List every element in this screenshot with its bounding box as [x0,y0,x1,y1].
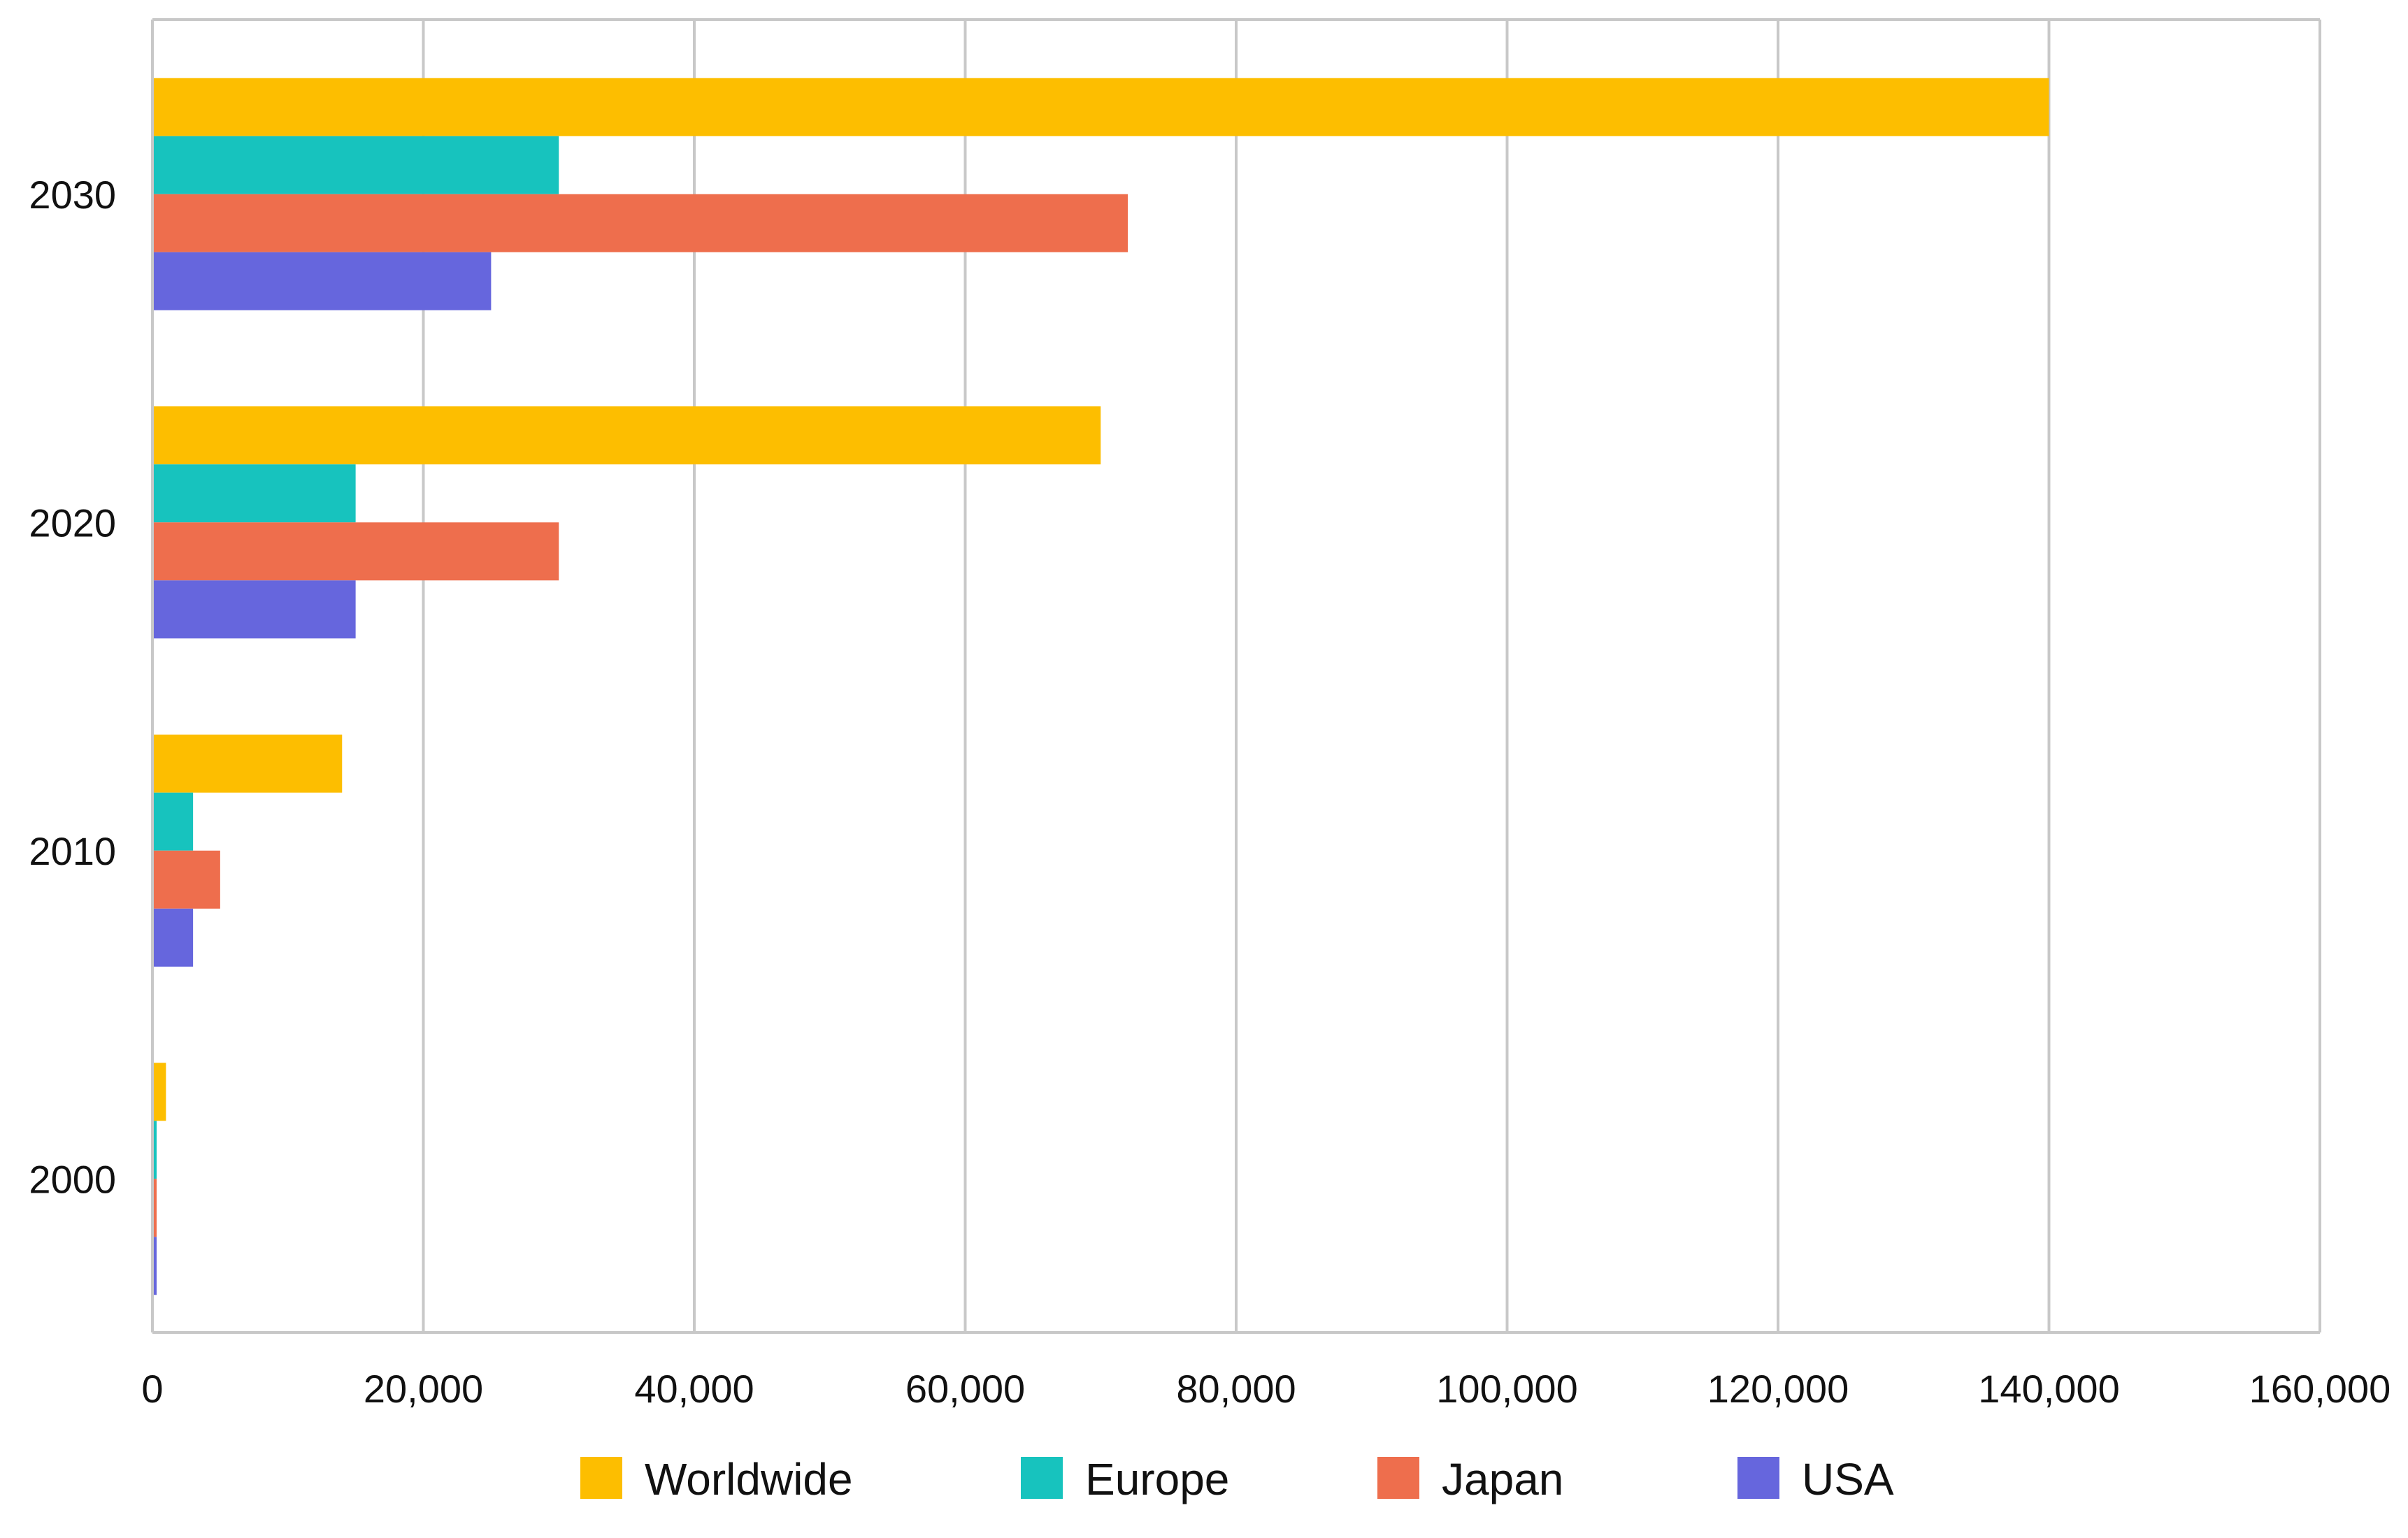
x-tick-label: 100,000 [1436,1367,1577,1411]
legend-swatch-usa [1737,1457,1779,1499]
y-axis-tick-labels: 2000 2010 2020 2030 [29,173,116,1202]
legend-swatch-japan [1377,1457,1419,1499]
legend: Worldwide Europe Japan USA [580,1454,1894,1504]
legend-label-europe: Europe [1085,1454,1229,1504]
bar-worldwide-2000 [152,1063,166,1121]
bar-europe-2010 [152,792,194,851]
x-tick-label: 120,000 [1707,1367,1849,1411]
legend-swatch-worldwide [580,1457,622,1499]
bars [152,78,2049,1295]
y-tick-label-2010: 2010 [29,829,116,873]
y-tick-label-2000: 2000 [29,1157,116,1201]
bar-europe-2030 [152,136,559,194]
bar-usa-2020 [152,580,356,639]
bar-japan-2030 [152,194,1128,252]
x-tick-label: 80,000 [1176,1367,1296,1411]
legend-swatch-europe [1021,1457,1063,1499]
bar-japan-2020 [152,522,559,581]
bar-worldwide-2010 [152,734,343,793]
bar-worldwide-2020 [152,406,1101,465]
bar-usa-2000 [152,1237,157,1295]
bar-usa-2030 [152,252,492,310]
legend-label-worldwide: Worldwide [645,1454,853,1504]
x-tick-label: 20,000 [364,1367,483,1411]
x-axis-tick-labels: 0 20,000 40,000 60,000 80,000 100,000 120,000 1… [141,1367,2391,1411]
x-tick-label: 40,000 [634,1367,754,1411]
bar-japan-2000 [152,1179,157,1237]
y-tick-label-2030: 2030 [29,173,116,217]
x-tick-label: 140,000 [1978,1367,2119,1411]
x-tick-label: 60,000 [905,1367,1025,1411]
y-tick-label-2020: 2020 [29,501,116,545]
axis [151,20,2320,1334]
x-tick-label: 160,000 [2249,1367,2391,1411]
bar-europe-2000 [152,1121,157,1179]
x-tick-label: 0 [141,1367,163,1411]
legend-label-usa: USA [1802,1454,1894,1504]
legend-label-japan: Japan [1442,1454,1563,1504]
bar-worldwide-2030 [152,78,2049,136]
bar-japan-2010 [152,850,220,909]
bar-europe-2020 [152,464,356,523]
bar-usa-2010 [152,908,194,967]
